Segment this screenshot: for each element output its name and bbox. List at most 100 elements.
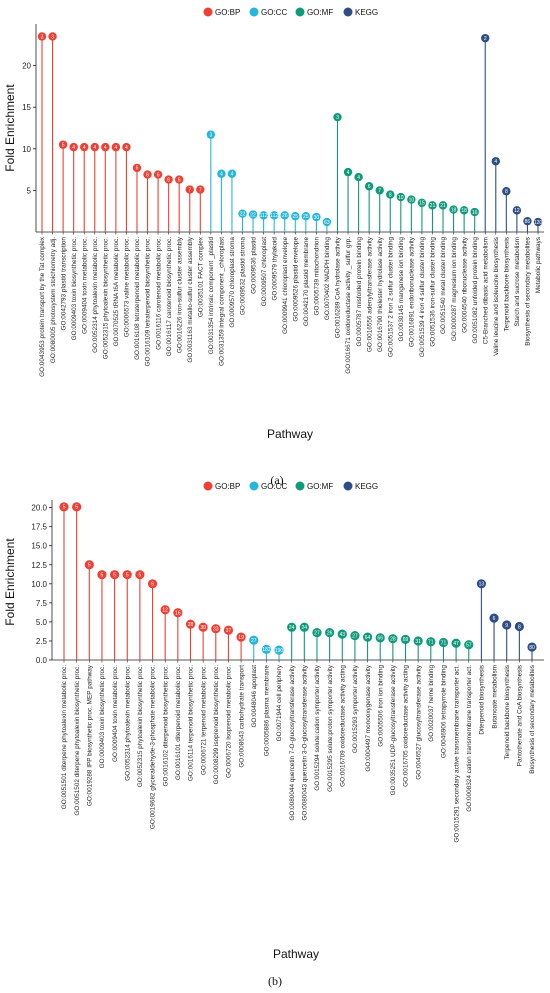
category-label: GO:0016114 terpenoid biosynthetic proc. bbox=[188, 665, 195, 781]
lollipop-point: 80 bbox=[527, 642, 537, 660]
gene-count-label: 6 bbox=[146, 172, 149, 178]
lollipop-point: 120 bbox=[533, 217, 542, 232]
gene-count-label: 10 bbox=[409, 197, 415, 203]
lollipop-head bbox=[299, 622, 309, 632]
gene-count-label: 66 bbox=[377, 636, 383, 642]
gene-count-label: 4 bbox=[220, 172, 223, 178]
gene-count-label: 31 bbox=[415, 639, 421, 645]
category-label: GO:0052315 phytoalexin biosynthetic proc… bbox=[137, 665, 144, 787]
lollipop-point: 18 bbox=[459, 206, 469, 232]
lollipop-point: 26 bbox=[280, 211, 289, 232]
category-label: GO:0016709 oxidoreductase activity actin… bbox=[339, 665, 346, 787]
lollipop-point: 5 bbox=[72, 502, 82, 660]
lollipop-head bbox=[111, 142, 121, 152]
gene-count-label: 71 bbox=[441, 640, 447, 646]
gene-count-label: 24 bbox=[289, 625, 295, 631]
lollipop-point: 22 bbox=[238, 209, 247, 232]
category-label: Pantothenate and CoA biosynthesis bbox=[517, 665, 524, 766]
category-label: GO:0051536 iron-sulfur cluster binding bbox=[430, 237, 437, 347]
category-label: GO:0042170 plastid membrane bbox=[303, 237, 310, 327]
lollipop-head bbox=[122, 142, 131, 152]
lollipop-head bbox=[248, 210, 258, 219]
lollipop-head bbox=[512, 206, 522, 215]
legend-label-bp: GO:BP bbox=[215, 482, 240, 491]
gene-count-label: 4 bbox=[347, 170, 350, 176]
gene-count-label: 5 bbox=[88, 563, 91, 569]
category-label: GO:0016671 oxidoreductase activity _sulf… bbox=[345, 237, 352, 374]
category-label: GO:0006720 isoprenoid metabolic proc. bbox=[226, 665, 233, 778]
gene-count-label: 13 bbox=[479, 582, 485, 588]
category-label: Butanoate metabolism bbox=[491, 665, 498, 729]
y-tick-label: 15 bbox=[22, 103, 31, 112]
gene-count-label: 19 bbox=[238, 635, 244, 641]
lollipop-head bbox=[37, 32, 47, 41]
lollipop-point: 8 bbox=[386, 190, 395, 232]
category-label: GO:0009403 toxin biosynthetic proc. bbox=[99, 665, 106, 769]
lollipop-point: 26 bbox=[325, 627, 335, 660]
gene-count-label: 27 bbox=[251, 638, 257, 644]
lollipop-head bbox=[160, 605, 170, 615]
category-label: GO:0009579 thylakoid bbox=[271, 237, 278, 301]
legend-label-kegg: KEGG bbox=[355, 482, 378, 491]
category-label: GO:0016101 diterpenoid metabolic proc. bbox=[175, 665, 182, 780]
gene-count-label: 27 bbox=[314, 630, 320, 636]
panel-label-a: (a) bbox=[270, 473, 283, 487]
lollipop-head bbox=[84, 560, 94, 570]
lollipop-head bbox=[396, 192, 406, 202]
gene-count-label: 27 bbox=[352, 633, 358, 639]
lollipop-point: 21 bbox=[438, 201, 448, 232]
lollipop-head bbox=[97, 570, 107, 580]
lollipop-point: 16 bbox=[173, 608, 183, 660]
lollipop-point: 6 bbox=[147, 579, 158, 660]
lollipop-point: 31 bbox=[413, 636, 423, 660]
gene-count-label: 6 bbox=[167, 177, 170, 183]
lollipop-point: 25 bbox=[291, 211, 300, 232]
lollipop-point: 22 bbox=[248, 210, 258, 232]
lollipops-a: 3 35 4 4 4 4 4 466 66 67 734 422 22 112 112 26 25 25 30633… bbox=[37, 32, 542, 232]
category-label: Biosynthesis of secondary metabolites bbox=[529, 665, 536, 774]
legend-swatch-mf bbox=[295, 7, 305, 17]
category-label: GO:0005739 mitochondrion bbox=[314, 237, 321, 316]
lollipop-point: 4 bbox=[343, 167, 353, 232]
lollipop-head bbox=[451, 638, 461, 648]
lollipop-head bbox=[438, 201, 448, 210]
gene-count-label: 12 bbox=[162, 608, 168, 614]
y-axis-title-b: Fold Enrichment bbox=[3, 538, 17, 626]
lollipop-point: 12 bbox=[160, 605, 170, 660]
category-label: GO:0016108 tetraterpenoid metabolic proc… bbox=[134, 237, 141, 360]
lollipop-head bbox=[236, 632, 246, 642]
y-tick-label: 12.5 bbox=[31, 561, 47, 570]
gene-count-label: 30 bbox=[200, 625, 206, 631]
lollipop-head bbox=[147, 579, 158, 589]
category-label: GO:0046527 glucosyltransferase activity bbox=[415, 664, 422, 780]
lollipop-point: 5 bbox=[109, 570, 120, 660]
lollipop-point: 4 bbox=[122, 142, 131, 232]
gene-count-label: 4 bbox=[93, 145, 96, 151]
lollipop-point: 6 bbox=[174, 175, 184, 232]
lollipop-point: 4 bbox=[227, 169, 237, 232]
gene-count-label: 8 bbox=[389, 192, 392, 198]
gene-count-label: 112 bbox=[270, 213, 278, 219]
gene-count-label: 71 bbox=[428, 640, 434, 646]
lollipop-head bbox=[109, 570, 120, 580]
y-tick-label: 20 bbox=[22, 62, 31, 71]
gene-count-label: 86 bbox=[525, 219, 531, 225]
category-label: GO:0042793 plastid transcription bbox=[60, 237, 67, 331]
lollipop-point: 30 bbox=[198, 622, 208, 660]
lollipop-head bbox=[132, 163, 142, 173]
lollipop-point: 3 bbox=[48, 32, 57, 232]
category-label: GO:0071944 cell periphery bbox=[276, 664, 283, 741]
lollipop-point: 7 bbox=[185, 185, 194, 232]
lollipop-point: 7 bbox=[375, 186, 384, 232]
lollipop-point: 64 bbox=[362, 632, 373, 660]
legend-swatch-kegg bbox=[343, 7, 353, 17]
legend-label-bp: GO:BP bbox=[215, 8, 240, 17]
gene-count-label: 18 bbox=[451, 207, 457, 213]
gene-count-label: 8 bbox=[505, 189, 508, 195]
gene-count-label: 8 bbox=[518, 624, 521, 630]
category-label: GO:0006721 terpenoid metabolic proc. bbox=[200, 665, 207, 775]
y-axis-title-a: Fold Enrichment bbox=[3, 84, 17, 172]
category-label: GO:0016556 adenylyltransferase activity bbox=[366, 236, 373, 352]
lollipop-point: 6 bbox=[143, 170, 152, 232]
lollipop-head bbox=[527, 642, 537, 652]
